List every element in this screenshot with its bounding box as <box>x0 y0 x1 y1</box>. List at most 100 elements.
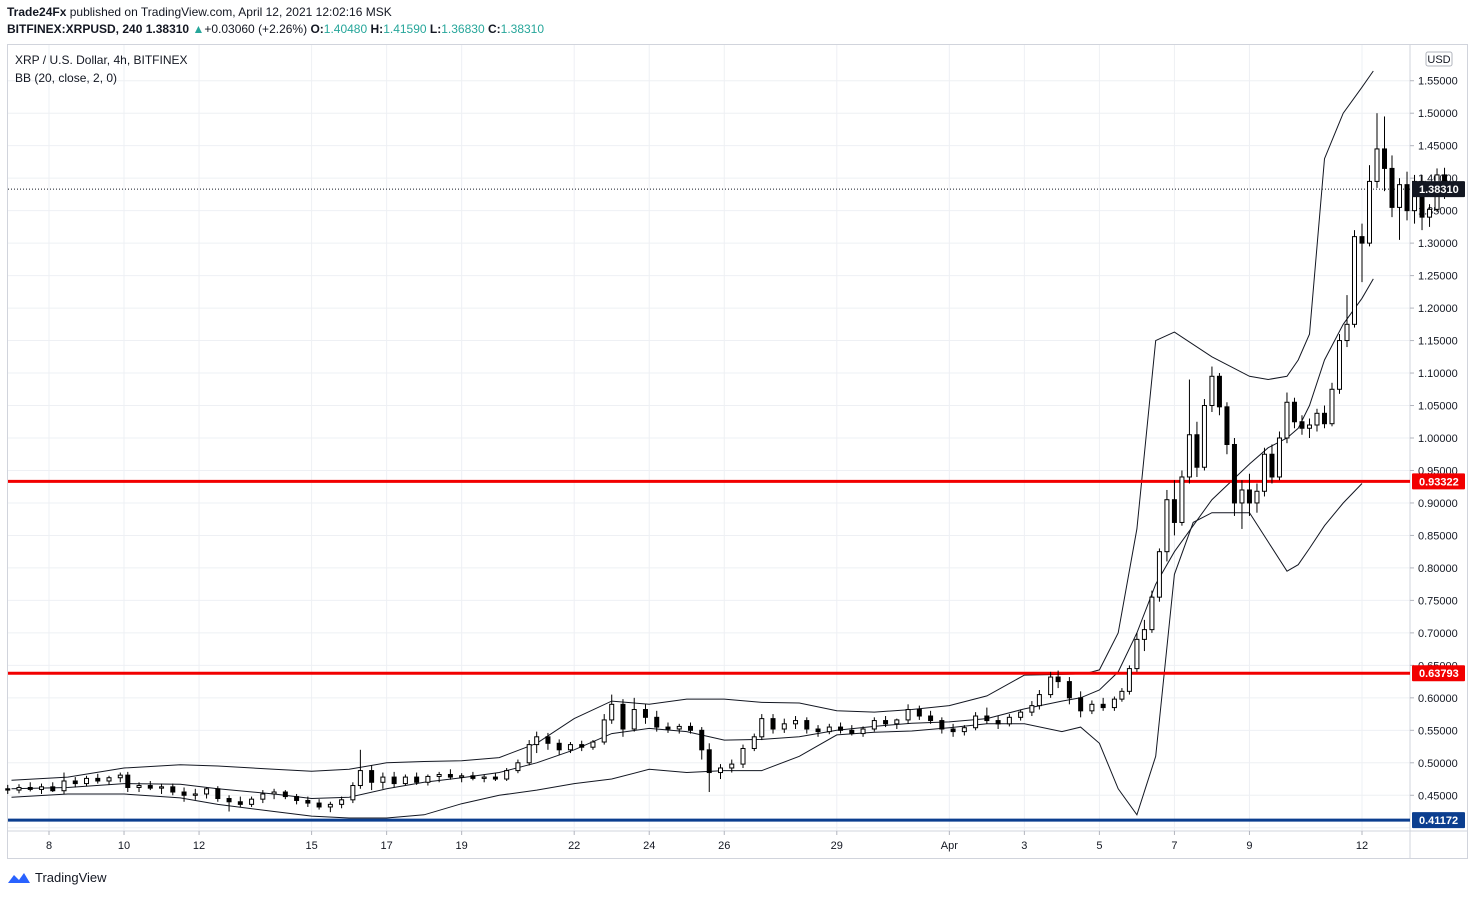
candle-down <box>1194 434 1200 468</box>
price-axis-tick-label: 1.55000 <box>1418 76 1458 88</box>
time-axis-tick-label: 10 <box>118 840 130 852</box>
horizontal-level-tag-label: 0.93322 <box>1419 476 1459 488</box>
price-axis-tick-label: 0.50000 <box>1418 758 1458 770</box>
candle-up <box>249 798 255 805</box>
indicator-legend[interactable]: BB (20, close, 2, 0) <box>15 71 118 85</box>
time-axis-tick-label: 26 <box>718 840 730 852</box>
price-axis-tick-label: 1.50000 <box>1418 108 1458 120</box>
time-axis-tick-label: 24 <box>643 840 655 852</box>
candle-up <box>425 775 431 783</box>
candle-up <box>1239 489 1245 504</box>
time-axis-tick-label: 5 <box>1096 840 1102 852</box>
price-axis-tick-label: 1.10000 <box>1418 368 1458 380</box>
currency-button[interactable] <box>1425 51 1453 67</box>
candle-up <box>1427 208 1433 218</box>
price-axis-tick-label: 0.85000 <box>1418 530 1458 542</box>
candle-down <box>804 720 810 730</box>
candle-up <box>260 793 266 800</box>
candle-down <box>1359 236 1365 244</box>
candle-up <box>1336 340 1342 390</box>
candle-down <box>181 791 187 796</box>
candle-up <box>1149 596 1155 631</box>
candle-down <box>950 728 956 733</box>
time-axis-tick-label: 12 <box>193 840 205 852</box>
price-axis-tick-label: 0.80000 <box>1418 563 1458 575</box>
candle-up <box>1284 401 1290 439</box>
candle-down <box>170 786 176 793</box>
candle-up <box>380 776 386 783</box>
candle-up <box>61 780 67 792</box>
price-axis-tick-label: 1.00000 <box>1418 433 1458 445</box>
candle-down <box>1269 453 1275 478</box>
high-label: H: <box>370 22 384 36</box>
candle-up <box>192 793 198 796</box>
candle-up <box>481 776 487 779</box>
price-axis-tick-label: 1.25000 <box>1418 271 1458 283</box>
candle-up <box>526 744 532 764</box>
candle-up <box>271 791 277 795</box>
horizontal-level-tag <box>1412 665 1465 682</box>
candle-down <box>620 703 626 730</box>
published-text: published on TradingView.com, April 12, … <box>69 5 392 19</box>
candle-down <box>928 715 934 722</box>
candle-down <box>1100 703 1106 709</box>
candle-down <box>1246 489 1252 504</box>
candle-down <box>447 773 453 778</box>
candle-up <box>38 786 44 790</box>
candle-up <box>459 775 465 778</box>
candle-down <box>815 728 821 733</box>
candle-up <box>631 709 637 730</box>
candle-down <box>838 726 844 731</box>
candle-up <box>781 723 787 730</box>
candle-up <box>1119 690 1125 700</box>
horizontal-level-tag-label: 0.41172 <box>1419 815 1458 827</box>
candle-down <box>579 744 585 748</box>
candle-up <box>1156 551 1162 598</box>
candle-up <box>1276 437 1282 478</box>
candle-down <box>305 799 311 804</box>
candle-down <box>939 720 945 730</box>
candle-up <box>1036 694 1042 707</box>
candle-down <box>1171 499 1177 523</box>
chart-frame <box>7 44 1468 859</box>
candle-up <box>106 777 112 782</box>
open-value: 1.40480 <box>323 22 368 36</box>
candle-up <box>1164 499 1170 553</box>
candle-up <box>718 767 724 774</box>
candle-up <box>1374 148 1380 182</box>
candle-down <box>237 801 243 805</box>
candle-down <box>699 729 705 751</box>
candle-up <box>676 725 682 730</box>
candle-down <box>1404 184 1410 212</box>
candle-up <box>402 776 408 785</box>
candle-down <box>226 798 232 803</box>
currency-button-label[interactable]: USD <box>1427 54 1450 66</box>
candle-down <box>1224 406 1230 445</box>
publisher-name: Trade24Fx <box>7 5 67 19</box>
candle-up <box>350 785 356 801</box>
candle-up <box>601 719 607 743</box>
candle-up <box>961 727 967 733</box>
time-axis-tick-label: 9 <box>1246 840 1252 852</box>
candle-down <box>294 796 300 801</box>
candle-down <box>1216 375 1222 408</box>
candle-up <box>1314 412 1320 426</box>
candle-up <box>729 763 735 769</box>
candle-up <box>609 703 615 721</box>
candle-down <box>545 736 551 744</box>
candle-down <box>1291 401 1297 423</box>
candle-down <box>147 785 153 789</box>
candle-down <box>316 802 322 808</box>
candle-down <box>642 709 648 718</box>
candle-down <box>95 777 101 782</box>
up-arrow-icon: ▲ <box>192 22 205 36</box>
price-axis-tick-label: 0.75000 <box>1418 595 1458 607</box>
publisher-line: Trade24Fx published on TradingView.com, … <box>7 5 392 19</box>
candle-up <box>793 720 799 725</box>
last-price-tag <box>1412 181 1465 198</box>
candle-up <box>1397 184 1403 208</box>
candle-up <box>117 774 123 779</box>
candle-up <box>590 741 596 748</box>
candle-down <box>687 725 693 731</box>
